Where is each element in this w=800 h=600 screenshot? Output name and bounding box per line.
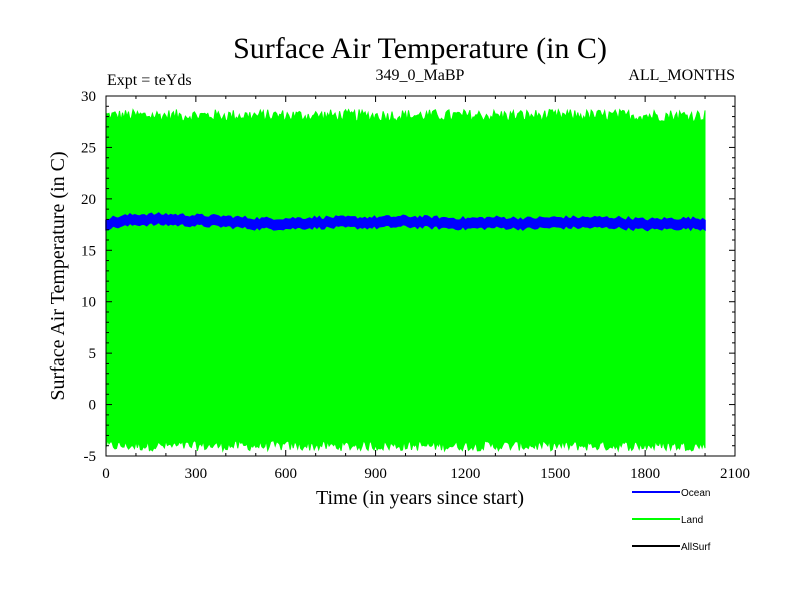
x-tick-label: 600: [274, 466, 297, 482]
y-tick-label: 15: [81, 243, 96, 259]
y-tick-label: 30: [81, 89, 96, 105]
x-tick-label: 1800: [630, 466, 660, 482]
x-tick-label: 300: [185, 466, 208, 482]
legend-label-allsurf: AllSurf: [681, 542, 711, 553]
x-tick-label: 1200: [450, 466, 480, 482]
y-tick-label: 0: [89, 398, 97, 414]
plot-area: [105, 108, 706, 453]
y-axis-label: Surface Air Temperature (in C): [47, 151, 69, 400]
period-label: 349_0_MaBP: [376, 67, 465, 84]
experiment-label: Expt = teYds: [107, 72, 192, 89]
legend-label-land: Land: [681, 515, 703, 526]
y-tick-label: -5: [84, 449, 97, 465]
months-label: ALL_MONTHS: [628, 67, 735, 84]
x-tick-label: 2100: [720, 466, 750, 482]
x-tick-label: 900: [364, 466, 387, 482]
land-series-band: [105, 108, 706, 453]
y-tick-label: 10: [81, 295, 96, 311]
legend: Ocean Land AllSurf: [632, 488, 711, 553]
y-tick-label: 5: [89, 346, 97, 362]
x-axis-label: Time (in years since start): [316, 487, 524, 509]
plot-frame: [105, 95, 736, 457]
legend-label-ocean: Ocean: [681, 488, 710, 499]
x-tick-label: 0: [102, 466, 110, 482]
chart-title: Surface Air Temperature (in C): [233, 32, 607, 65]
ocean-series-band: [105, 212, 706, 232]
y-tick-label: 25: [81, 140, 96, 156]
y-tick-label: 20: [81, 192, 96, 208]
axes: 0 300 600 900 1200 1500 1800 2100 -5 0 5 10 15 20 25 30: [81, 89, 750, 482]
x-tick-label: 1500: [540, 466, 570, 482]
